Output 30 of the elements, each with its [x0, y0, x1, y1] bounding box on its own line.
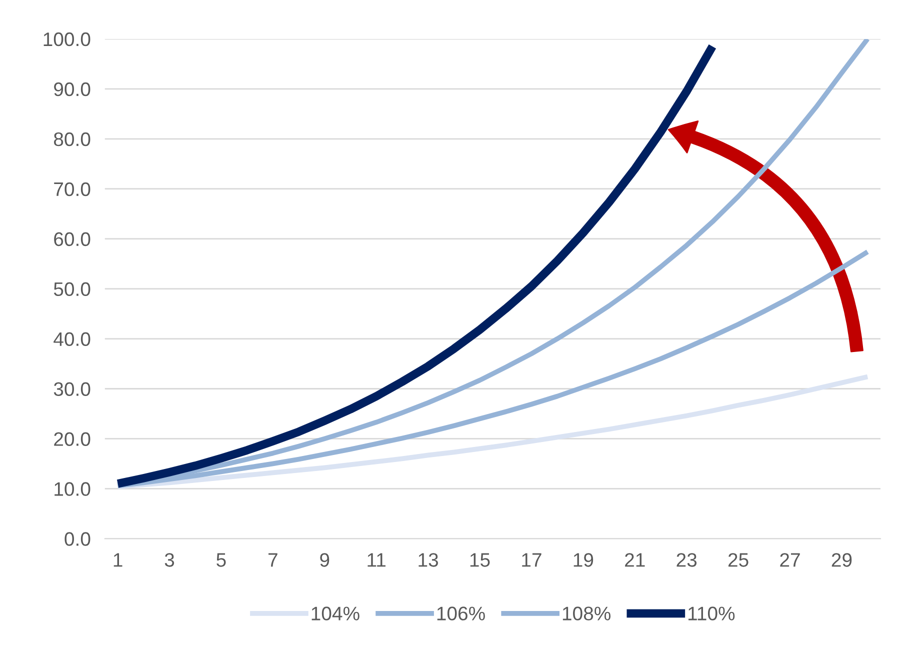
x-tick-label: 27	[780, 553, 800, 567]
y-tick-label: 10.0	[54, 482, 90, 496]
x-tick-label: 21	[625, 553, 645, 567]
y-tick-label: 70.0	[54, 182, 90, 196]
legend-label: 104%	[312, 606, 360, 620]
legend-label: 106%	[437, 606, 485, 620]
x-tick-label: 19	[574, 553, 594, 567]
x-tick-label: 7	[268, 553, 278, 567]
x-tick-label: 5	[216, 553, 226, 567]
x-tick-label: 25	[728, 553, 748, 567]
x-tick-label: 29	[832, 553, 852, 567]
x-tick-label: 9	[320, 553, 330, 567]
y-tick-label: 60.0	[54, 232, 90, 246]
y-tick-label: 80.0	[54, 132, 90, 146]
x-tick-label: 17	[522, 553, 542, 567]
x-tick-label: 3	[164, 553, 174, 567]
y-tick-label: 90.0	[54, 82, 90, 96]
x-tick-label: 11	[368, 553, 386, 567]
legend-label: 108%	[562, 606, 610, 620]
x-tick-label: 23	[676, 553, 697, 567]
y-tick-label: 50.0	[54, 282, 90, 296]
x-tick-label: 13	[418, 553, 438, 567]
y-tick-label: 30.0	[54, 382, 90, 396]
y-tick-label: 40.0	[54, 332, 90, 346]
y-tick-label: 100.0	[44, 32, 90, 46]
legend-label: 110%	[688, 606, 735, 620]
x-tick-label: 1	[114, 553, 122, 567]
y-tick-label: 20.0	[54, 432, 90, 446]
x-tick-label: 15	[470, 553, 490, 567]
y-tick-label: 0.0	[64, 532, 90, 546]
